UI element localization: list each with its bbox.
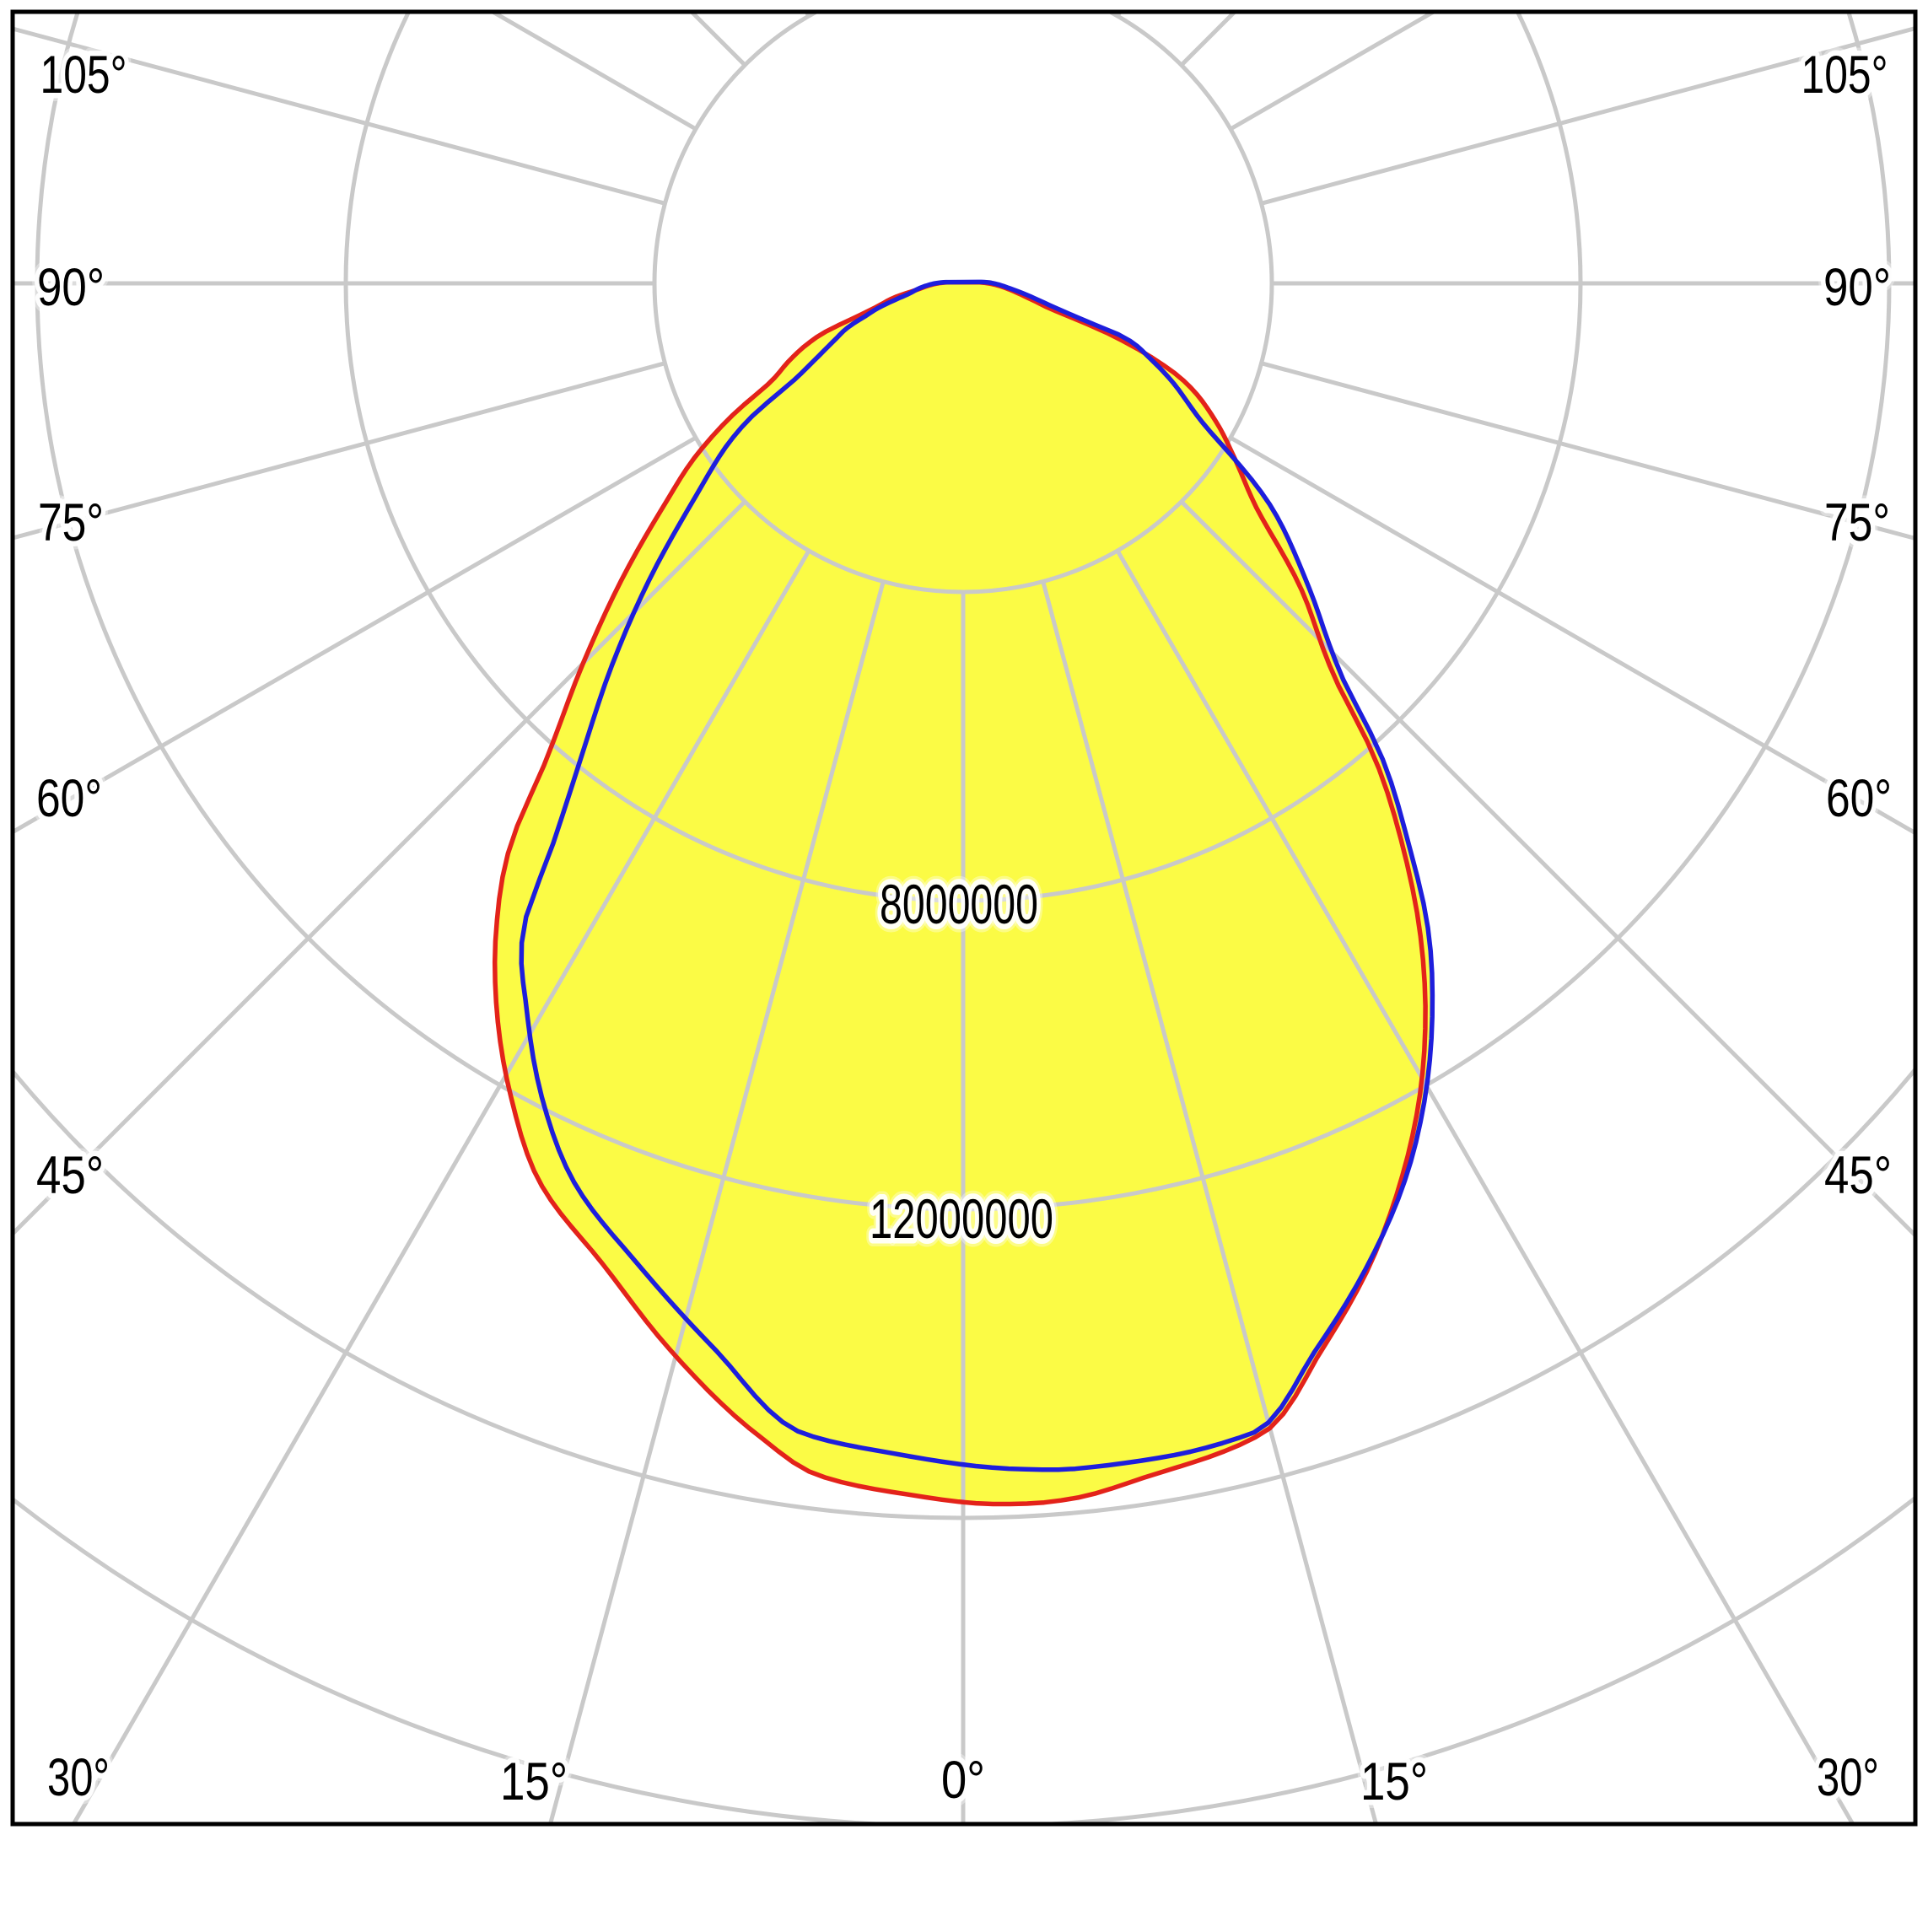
svg-text:45°: 45° xyxy=(1824,1146,1892,1205)
svg-text:0°: 0° xyxy=(941,1751,985,1810)
svg-text:30°: 30° xyxy=(1817,1748,1879,1807)
svg-text:12000000: 12000000 xyxy=(870,1187,1053,1250)
svg-text:60°: 60° xyxy=(1826,769,1892,828)
svg-text:45°: 45° xyxy=(36,1146,104,1205)
svg-text:60°: 60° xyxy=(36,769,102,828)
svg-text:90°: 90° xyxy=(1823,258,1891,317)
svg-text:75°: 75° xyxy=(38,493,104,552)
svg-text:75°: 75° xyxy=(1824,493,1890,552)
svg-text:105°: 105° xyxy=(40,46,127,105)
svg-text:30°: 30° xyxy=(47,1748,110,1807)
svg-text:15°: 15° xyxy=(1360,1752,1428,1811)
svg-text:105°: 105° xyxy=(1801,46,1888,105)
svg-text:8000000: 8000000 xyxy=(880,873,1038,935)
svg-text:90°: 90° xyxy=(37,258,105,317)
svg-text:15°: 15° xyxy=(500,1752,568,1811)
